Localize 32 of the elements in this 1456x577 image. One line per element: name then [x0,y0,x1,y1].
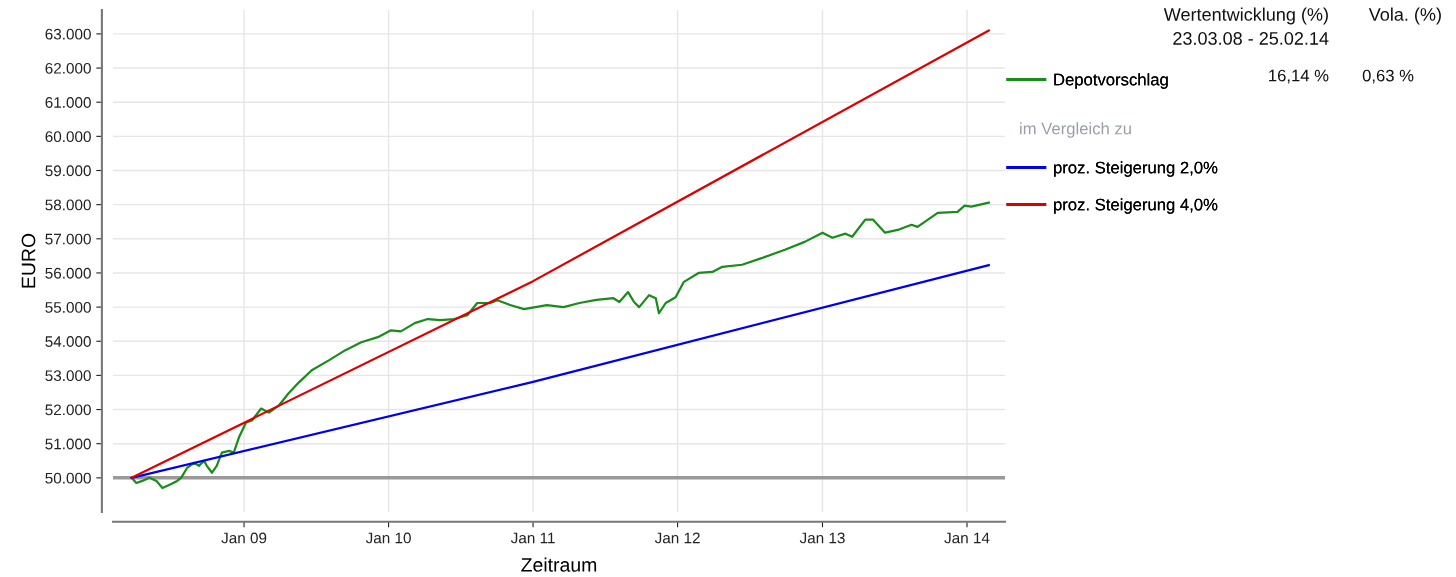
x-tick-label: Jan 10 [365,532,411,544]
text: 0,63 % [1362,69,1414,84]
x-tick-label: Jan 11 [510,532,555,544]
x-tick-label: Jan 14 [944,532,990,544]
y-tick-label: 61.000 [45,97,91,108]
x-axis-title: Zeitraum [521,557,597,572]
y-tick-label: 63.000 [45,28,91,40]
y-tick-label: 55.000 [45,301,91,313]
x-tick-label: Jan 12 [654,532,700,544]
text: im Vergleich zu [1020,122,1131,138]
y-tick-label: 51.000 [45,438,91,450]
text: Vola. (%) [1368,7,1441,25]
y-axis-title: EURO [21,233,36,288]
x-tick-label: Jan 09 [221,532,267,544]
y-tick-label: 58.000 [45,199,91,211]
y-tick-label: 50.000 [45,472,91,484]
y-tick-label: 56.000 [45,267,91,279]
y-tick-label: 62.000 [45,62,91,74]
text: 16,14 % [1269,69,1329,84]
legend-label: proz. Steigerung 2,0% [1054,161,1218,177]
text: Wertentwicklung (%) [1163,7,1328,25]
text: 23.03.08 - 25.02.14 [1173,32,1329,45]
y-tick-label: 54.000 [45,336,91,347]
y-tick-label: 53.000 [45,370,91,382]
legend-label: proz. Steigerung 4,0% [1054,198,1218,214]
y-tick-label: 52.000 [45,404,91,416]
y-tick-label: 60.000 [45,131,91,143]
x-tick-label: Jan 13 [799,532,845,544]
legend-label: Depotvorschlag [1054,73,1168,89]
y-tick-label: 59.000 [45,165,91,177]
y-tick-label: 57.000 [45,233,91,245]
line-series [130,201,990,490]
